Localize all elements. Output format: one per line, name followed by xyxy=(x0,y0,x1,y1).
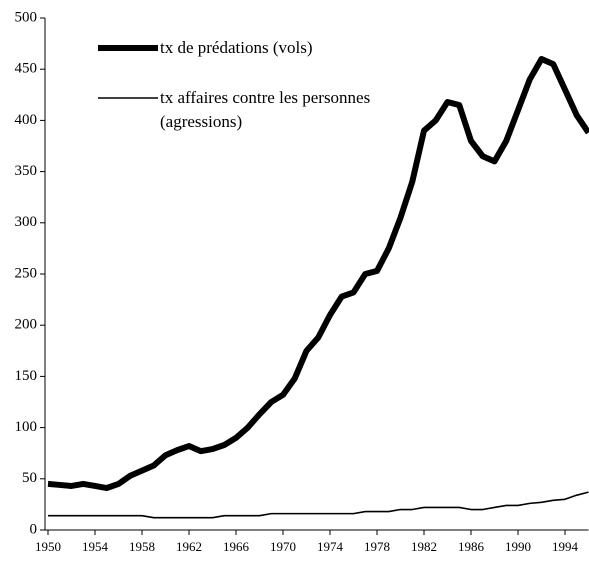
x-tick-label: 1962 xyxy=(176,539,202,554)
y-tick-label: 500 xyxy=(15,9,38,25)
y-tick-label: 450 xyxy=(15,61,38,77)
y-tick-label: 400 xyxy=(15,112,38,128)
legend-label: tx affaires contre les personnes (agress… xyxy=(160,88,371,131)
x-tick-label: 1986 xyxy=(458,539,485,554)
legend-label: tx de prédations (vols) xyxy=(160,38,313,57)
y-tick-label: 200 xyxy=(15,317,38,333)
y-tick-label: 150 xyxy=(15,368,38,384)
series-line xyxy=(47,55,589,492)
y-tick-label: 300 xyxy=(15,214,38,230)
x-tick-label: 1974 xyxy=(317,539,344,554)
x-tick-label: 1978 xyxy=(364,539,390,554)
y-tick-label: 350 xyxy=(15,163,38,179)
series-line xyxy=(48,491,589,519)
y-tick-label: 100 xyxy=(15,419,38,435)
x-tick-label: 1950 xyxy=(35,539,61,554)
x-tick-label: 1990 xyxy=(505,539,531,554)
x-tick-label: 1954 xyxy=(82,539,109,554)
x-tick-label: 1970 xyxy=(270,539,296,554)
y-tick-label: 0 xyxy=(30,521,38,537)
y-tick-label: 50 xyxy=(22,470,37,486)
y-tick-label: 250 xyxy=(15,265,38,281)
x-tick-label: 1994 xyxy=(552,539,579,554)
x-tick-label: 1982 xyxy=(411,539,437,554)
x-tick-label: 1958 xyxy=(129,539,155,554)
x-tick-label: 1966 xyxy=(223,539,250,554)
